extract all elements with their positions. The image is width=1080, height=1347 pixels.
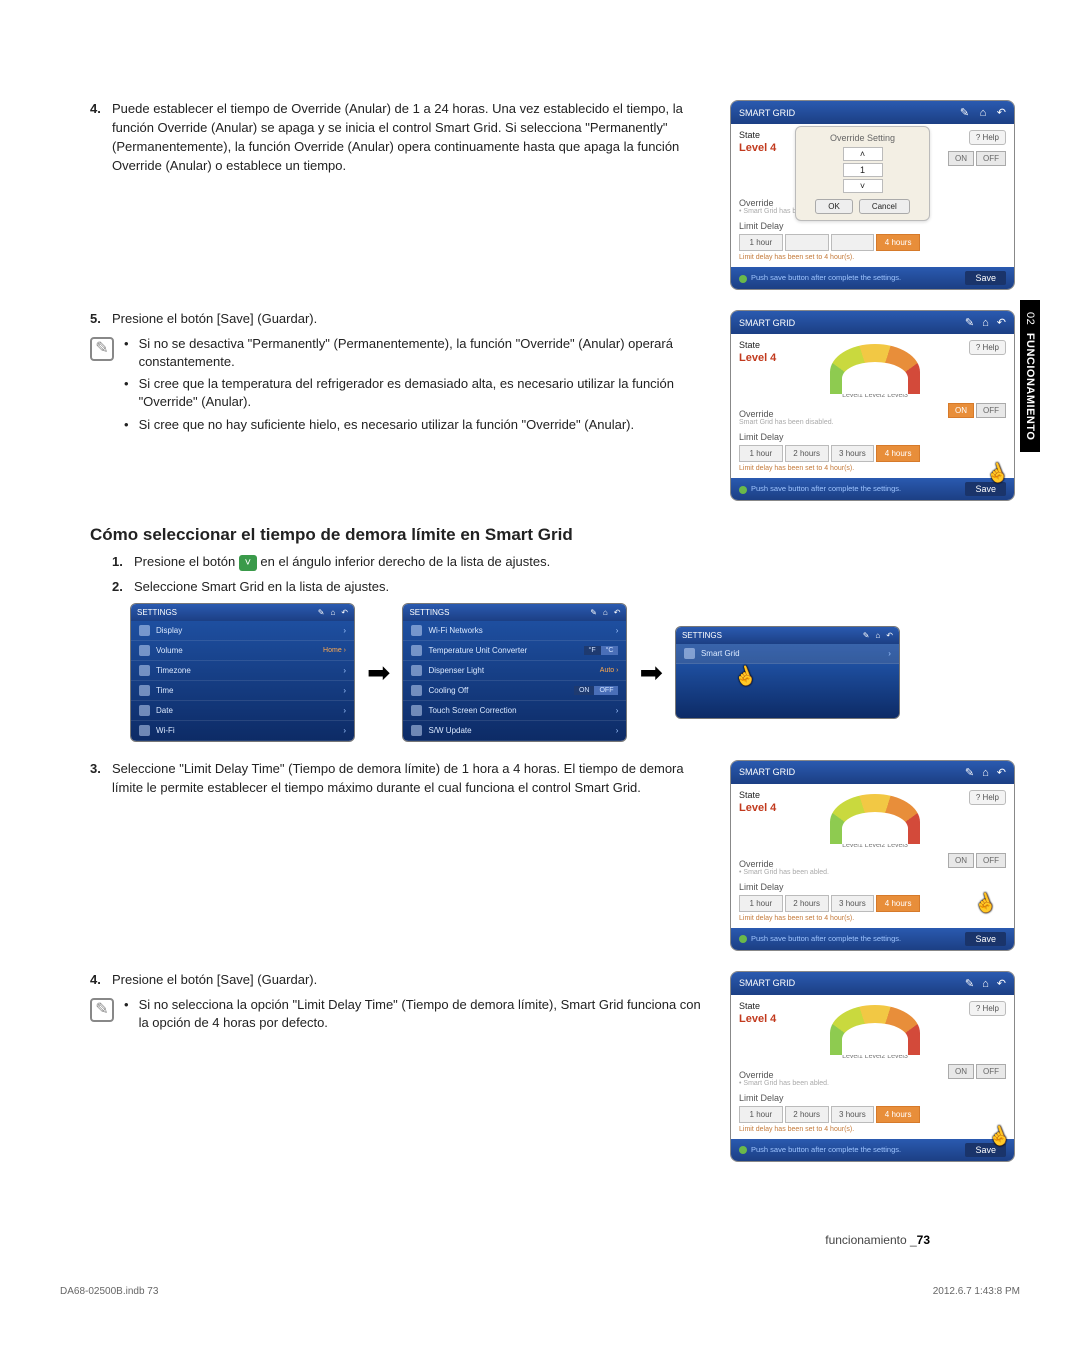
gauge: [830, 344, 920, 394]
toggle-off[interactable]: OFF: [976, 151, 1006, 166]
smartgrid-limit-screenshot: SMART GRID✎⌂↶ StateLevel 4 Level1 Level2…: [730, 760, 1015, 951]
section-tab: 02 FUNCIONAMIENTO: [1020, 300, 1040, 452]
limit-hint: Limit delay has been set to 4 hour(s).: [739, 254, 920, 261]
stepper-down[interactable]: ˅: [843, 179, 883, 193]
bulb-icon: [739, 275, 747, 283]
ok-button[interactable]: OK: [815, 199, 853, 214]
note-bullet: Si no selecciona la opción "Limit Delay …: [124, 996, 710, 1032]
home-icon[interactable]: ⌂: [980, 107, 987, 119]
note-icon: ✎: [90, 337, 114, 361]
panel-title: SMART GRID: [739, 108, 795, 118]
down-arrow-icon: ˅: [239, 555, 257, 571]
section-heading: Cómo seleccionar el tiempo de demora lím…: [90, 525, 1020, 545]
section-label: FUNCIONAMIENTO: [1024, 333, 1036, 441]
back-icon[interactable]: ↶: [997, 317, 1006, 329]
cancel-button[interactable]: Cancel: [859, 199, 910, 214]
limit-2h[interactable]: [785, 234, 829, 251]
limit-4h[interactable]: 4 hours: [876, 234, 920, 251]
list-item[interactable]: Timezone›: [131, 661, 354, 681]
settings-sequence: SETTINGS✎⌂↶ Display›VolumeHome ›Timezone…: [130, 603, 1020, 742]
back-icon[interactable]: ↶: [997, 107, 1006, 119]
step-4: 4. Puede establecer el tiempo de Overrid…: [90, 100, 710, 175]
gstep-3: 3. Seleccione "Limit Delay Time" (Tiempo…: [90, 760, 710, 798]
gstep-1: 1. Presione el botón ˅ en el ángulo infe…: [112, 553, 1020, 572]
section-number: 02: [1024, 312, 1036, 325]
settings-panel-3: SETTINGS✎⌂↶ Smart Grid › ☝: [675, 626, 900, 719]
gstep-2: 2. Seleccione Smart Grid en la lista de …: [112, 578, 1020, 597]
smartgrid-state-screenshot: SMART GRID ✎⌂↶ State Level 4 Level1 Leve…: [730, 310, 1015, 501]
home-icon[interactable]: ⌂: [982, 317, 989, 329]
limit-delay-options: 1 hour 4 hours: [739, 234, 920, 251]
step-5: 5. Presione el botón [Save] (Guardar).: [90, 310, 710, 329]
toggle-on[interactable]: ON: [948, 151, 974, 166]
footer-hint: Push save button after complete the sett…: [751, 273, 901, 282]
header-icons: ✎ ⌂ ↶: [952, 106, 1006, 119]
note-bullet-1: Si no se desactiva "Permanently" (Perman…: [124, 335, 710, 371]
step-4-number: 4.: [90, 100, 112, 175]
list-item[interactable]: Touch Screen Correction›: [403, 701, 626, 721]
list-item[interactable]: Date›: [131, 701, 354, 721]
override-setting-popup: Override Setting ˄ 1 ˅ OK Cancel: [795, 126, 930, 221]
save-button[interactable]: Save: [965, 271, 1006, 285]
arrow-right-icon: ➡: [639, 656, 662, 689]
smartgrid-save-screenshot: SMART GRID✎⌂↶ StateLevel 4 Level1 Level2…: [730, 971, 1015, 1162]
chevron-right-icon: ›: [888, 649, 891, 658]
footer-left: DA68-02500B.indb 73: [60, 1286, 158, 1297]
list-item-smartgrid[interactable]: Smart Grid ›: [676, 644, 899, 664]
note-icon[interactable]: ✎: [960, 107, 969, 119]
override-toggle[interactable]: ON OFF: [948, 151, 1006, 166]
print-footer: DA68-02500B.indb 73 2012.6.7 1:43:8 PM: [60, 1286, 1020, 1297]
note-bullet-3: Si cree que no hay suficiente hielo, es …: [124, 416, 710, 434]
list-item[interactable]: Display›: [131, 621, 354, 641]
settings-panel-2: SETTINGS✎⌂↶ Wi-Fi Networks›Temperature U…: [402, 603, 627, 742]
list-item[interactable]: Wi-Fi Networks›: [403, 621, 626, 641]
list-item[interactable]: Temperature Unit Converter°F°C: [403, 641, 626, 661]
panel-header: SMART GRID ✎ ⌂ ↶: [731, 101, 1014, 124]
limit-3h[interactable]: [831, 234, 875, 251]
step-5-number: 5.: [90, 310, 112, 329]
list-item[interactable]: VolumeHome ›: [131, 641, 354, 661]
note-bullet-2: Si cree que la temperatura del refrigera…: [124, 375, 710, 411]
step-4-text: Puede establecer el tiempo de Override (…: [112, 100, 710, 175]
panel-footer: Push save button after complete the sett…: [731, 267, 1014, 289]
arrow-right-icon: ➡: [367, 656, 390, 689]
step-5-text: Presione el botón [Save] (Guardar).: [112, 310, 710, 329]
stepper-up[interactable]: ˄: [843, 147, 883, 161]
footer-right: 2012.6.7 1:43:8 PM: [933, 1286, 1020, 1297]
gstep-4: 4. Presione el botón [Save] (Guardar).: [90, 971, 710, 990]
limit-delay-label: Limit Delay: [739, 221, 920, 231]
popup-title: Override Setting: [806, 133, 919, 143]
list-item[interactable]: Time›: [131, 681, 354, 701]
stepper-value: 1: [843, 163, 883, 177]
help-button[interactable]: ? Help: [969, 130, 1006, 145]
limit-1h[interactable]: 1 hour: [739, 234, 783, 251]
list-item[interactable]: S/W Update›: [403, 721, 626, 741]
pointer-hand-icon: ☝: [731, 662, 759, 689]
page-footer-label: funcionamiento _73: [825, 1233, 930, 1247]
note-icon: ✎: [90, 998, 114, 1022]
settings-panel-1: SETTINGS✎⌂↶ Display›VolumeHome ›Timezone…: [130, 603, 355, 742]
list-item[interactable]: Wi-Fi›: [131, 721, 354, 741]
list-item[interactable]: Cooling OffONOFF: [403, 681, 626, 701]
note-icon[interactable]: ✎: [965, 317, 974, 329]
list-item[interactable]: Dispenser LightAuto ›: [403, 661, 626, 681]
smartgrid-override-popup-screenshot: SMART GRID ✎ ⌂ ↶ Override Setting ˄ 1 ˅: [730, 100, 1015, 290]
